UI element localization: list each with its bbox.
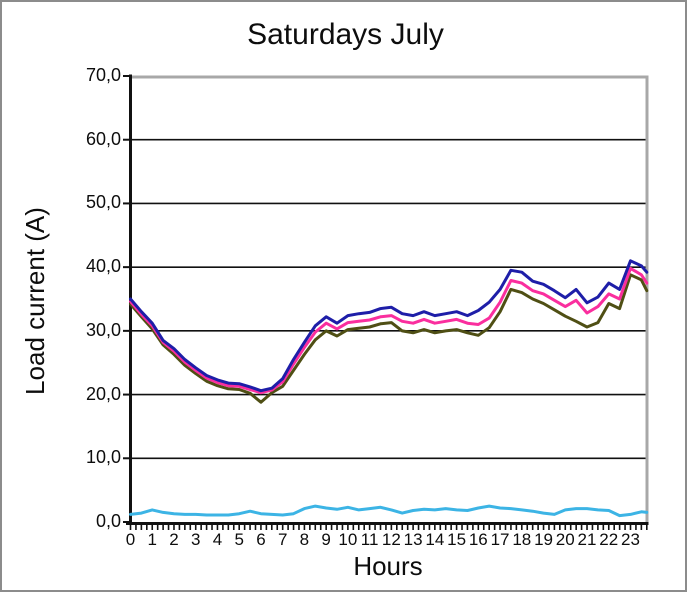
- x-tick-label-11: 11: [360, 530, 379, 549]
- x-tick-label-19: 19: [534, 530, 553, 549]
- series-magenta-line: [129, 266, 649, 395]
- y-tick-label-50,0: 50,0: [85, 192, 121, 213]
- x-tick-label-21: 21: [577, 530, 597, 549]
- y-tick-label-40,0: 40,0: [85, 256, 121, 277]
- x-tick-label-6: 6: [256, 530, 266, 549]
- chart-title: Saturdays July: [247, 18, 444, 51]
- x-tick-label-18: 18: [512, 530, 532, 549]
- x-tick-label-17: 17: [490, 530, 510, 549]
- x-tick-label-7: 7: [277, 530, 288, 549]
- series-cyan-line: [129, 504, 649, 518]
- x-tick-label-16: 16: [468, 530, 488, 549]
- x-tick-label-5: 5: [234, 530, 244, 549]
- x-tick-label-0: 0: [125, 530, 136, 549]
- x-tick-label-3: 3: [190, 530, 201, 549]
- x-tick-label-20: 20: [555, 530, 575, 549]
- x-tick-label-12: 12: [381, 530, 401, 549]
- x-tick-label-22: 22: [599, 530, 619, 549]
- x-tick-label-2: 2: [169, 530, 179, 549]
- x-tick-label-14: 14: [425, 530, 445, 549]
- x-tick-label-8: 8: [299, 530, 310, 549]
- y-tick-label-60,0: 60,0: [85, 128, 121, 149]
- x-tick-label-23: 23: [621, 530, 640, 549]
- y-tick-label-0,0: 0,0: [95, 511, 121, 531]
- y-tick-label-30,0: 30,0: [85, 319, 121, 340]
- x-tick-label-13: 13: [403, 530, 423, 549]
- y-tick-label-70,0: 70,0: [85, 65, 121, 85]
- y-tick-label-20,0: 20,0: [85, 383, 121, 404]
- x-tick-label-15: 15: [447, 530, 467, 549]
- series-navy-line: [129, 259, 649, 393]
- x-tick-label-10: 10: [338, 530, 358, 549]
- x-axis-label: Hours: [353, 551, 423, 581]
- y-tick-label-10,0: 10,0: [85, 447, 121, 468]
- series-olive-line: [129, 273, 649, 404]
- x-tick-label-9: 9: [321, 530, 331, 549]
- x-tick-label-4: 4: [212, 530, 223, 549]
- x-tick-label-1: 1: [147, 530, 157, 549]
